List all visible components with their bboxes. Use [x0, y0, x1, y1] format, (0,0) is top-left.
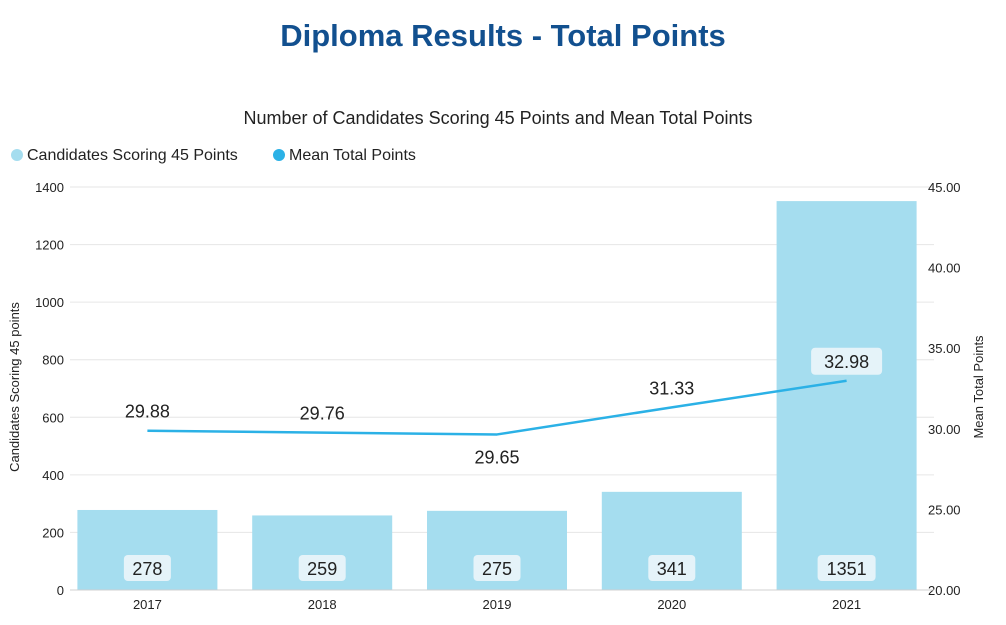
y-tick-label-right: 25.00 — [928, 502, 961, 517]
axes: 0 200 400 600 800 1000 1200 1400 20.00 25.00 30.00… — [35, 180, 960, 612]
y-tick-label-left: 1200 — [35, 238, 64, 253]
bar-data-label-box — [473, 555, 521, 581]
y-tick-label-right: 40.00 — [928, 261, 961, 276]
y-tick-label-left: 1400 — [35, 180, 64, 195]
line-data-label: 31.33 — [649, 378, 694, 398]
y-tick-label-left: 200 — [42, 525, 64, 540]
bar-data-label: 341 — [657, 559, 687, 579]
legend-bar-label: Candidates Scoring 45 Points — [27, 147, 238, 164]
line-data-label: 29.88 — [125, 402, 170, 422]
page-title: Diploma Results - Total Points — [280, 18, 726, 53]
x-tick-label: 2017 — [133, 597, 162, 612]
y-tick-label-left: 400 — [42, 468, 64, 483]
line-data-label: 29.76 — [300, 404, 345, 424]
bar-data-label-box — [298, 555, 346, 581]
legend: Candidates Scoring 45 Points Mean Total … — [11, 147, 416, 164]
y-tick-label-right: 45.00 — [928, 180, 961, 195]
chart-title: Number of Candidates Scoring 45 Points a… — [244, 108, 753, 128]
bar — [776, 201, 917, 591]
line-data-label: 32.98 — [824, 352, 869, 372]
y-tick-label-right: 35.00 — [928, 341, 961, 356]
line-series: 29.88 29.76 29.65 31.33 32.98 — [125, 347, 883, 467]
line-data-label: 29.65 — [474, 447, 519, 467]
y-tick-label-right: 30.00 — [928, 422, 961, 437]
y-axis-title-left: Candidates Scoring 45 points — [7, 302, 22, 472]
bar-data-label-box — [817, 555, 876, 581]
legend-bar-marker — [11, 149, 23, 161]
y-tick-label-left: 0 — [57, 583, 64, 598]
bar-data-label-box — [123, 555, 171, 581]
mean-points-line — [147, 379, 847, 436]
x-tick-label: 2021 — [832, 597, 861, 612]
bar-data-label: 275 — [482, 559, 512, 579]
y-tick-label-left: 600 — [42, 410, 64, 425]
bar-data-label-box — [648, 555, 696, 581]
y-tick-label-left: 800 — [42, 353, 64, 368]
legend-line-label: Mean Total Points — [289, 147, 416, 164]
x-tick-label: 2019 — [483, 597, 512, 612]
bar-data-label: 1351 — [827, 559, 867, 579]
x-tick-label: 2018 — [308, 597, 337, 612]
y-tick-label-left: 1000 — [35, 295, 64, 310]
bar-series: 278 259 275 341 1351 — [77, 201, 917, 591]
y-axis-title-right: Mean Total Points — [971, 335, 986, 439]
line-data-label-box — [811, 347, 883, 375]
bar-data-label: 259 — [307, 559, 337, 579]
bar-data-label: 278 — [132, 559, 162, 579]
legend-line-marker — [273, 149, 285, 161]
x-tick-label: 2020 — [657, 597, 686, 612]
y-tick-label-right: 20.00 — [928, 583, 961, 598]
